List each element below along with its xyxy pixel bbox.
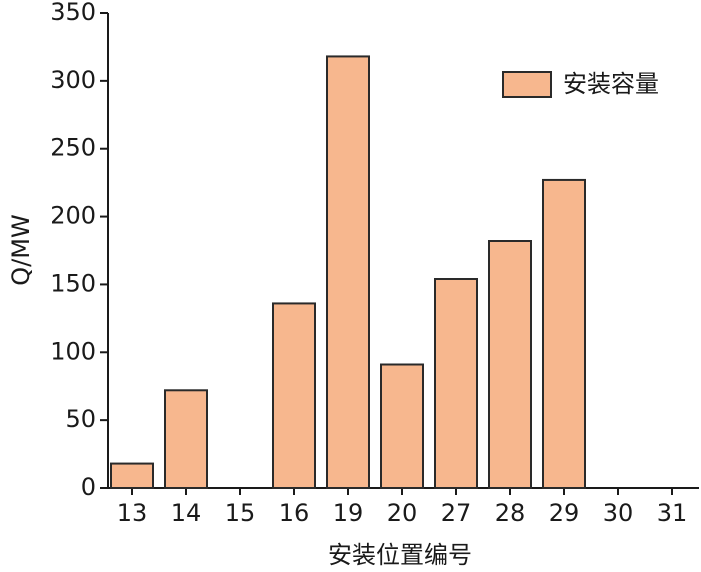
bar [164,389,208,489]
legend-swatch [502,71,552,98]
x-tick-label: 20 [387,499,418,527]
legend-label: 安装容量 [563,70,659,98]
y-axis-label: Q/MW [7,214,35,285]
x-tick-label: 15 [225,499,256,527]
y-tick-label: 150 [50,269,96,297]
x-tick-label: 31 [657,499,688,527]
y-tick-label: 50 [65,405,96,433]
x-tick-label: 16 [279,499,310,527]
y-tick-label: 350 [50,0,96,26]
bar [110,462,154,490]
y-tick-label: 200 [50,202,96,230]
bar [542,178,586,490]
bar [434,278,478,489]
bar [326,55,370,490]
bar [488,240,532,489]
x-tick-label: 14 [171,499,202,527]
y-tick-label: 300 [50,66,96,94]
bar [272,302,316,489]
x-tick-label: 27 [441,499,472,527]
x-tick-label: 29 [549,499,580,527]
x-tick-label: 19 [333,499,364,527]
y-tick-label: 100 [50,337,96,365]
bar [380,363,424,489]
x-tick-label: 28 [495,499,526,527]
x-axis-label: 安装位置编号 [328,541,472,569]
x-tick-label: 30 [603,499,634,527]
y-tick-label: 250 [50,134,96,162]
x-tick-label: 13 [117,499,148,527]
y-tick-label: 0 [81,473,96,501]
